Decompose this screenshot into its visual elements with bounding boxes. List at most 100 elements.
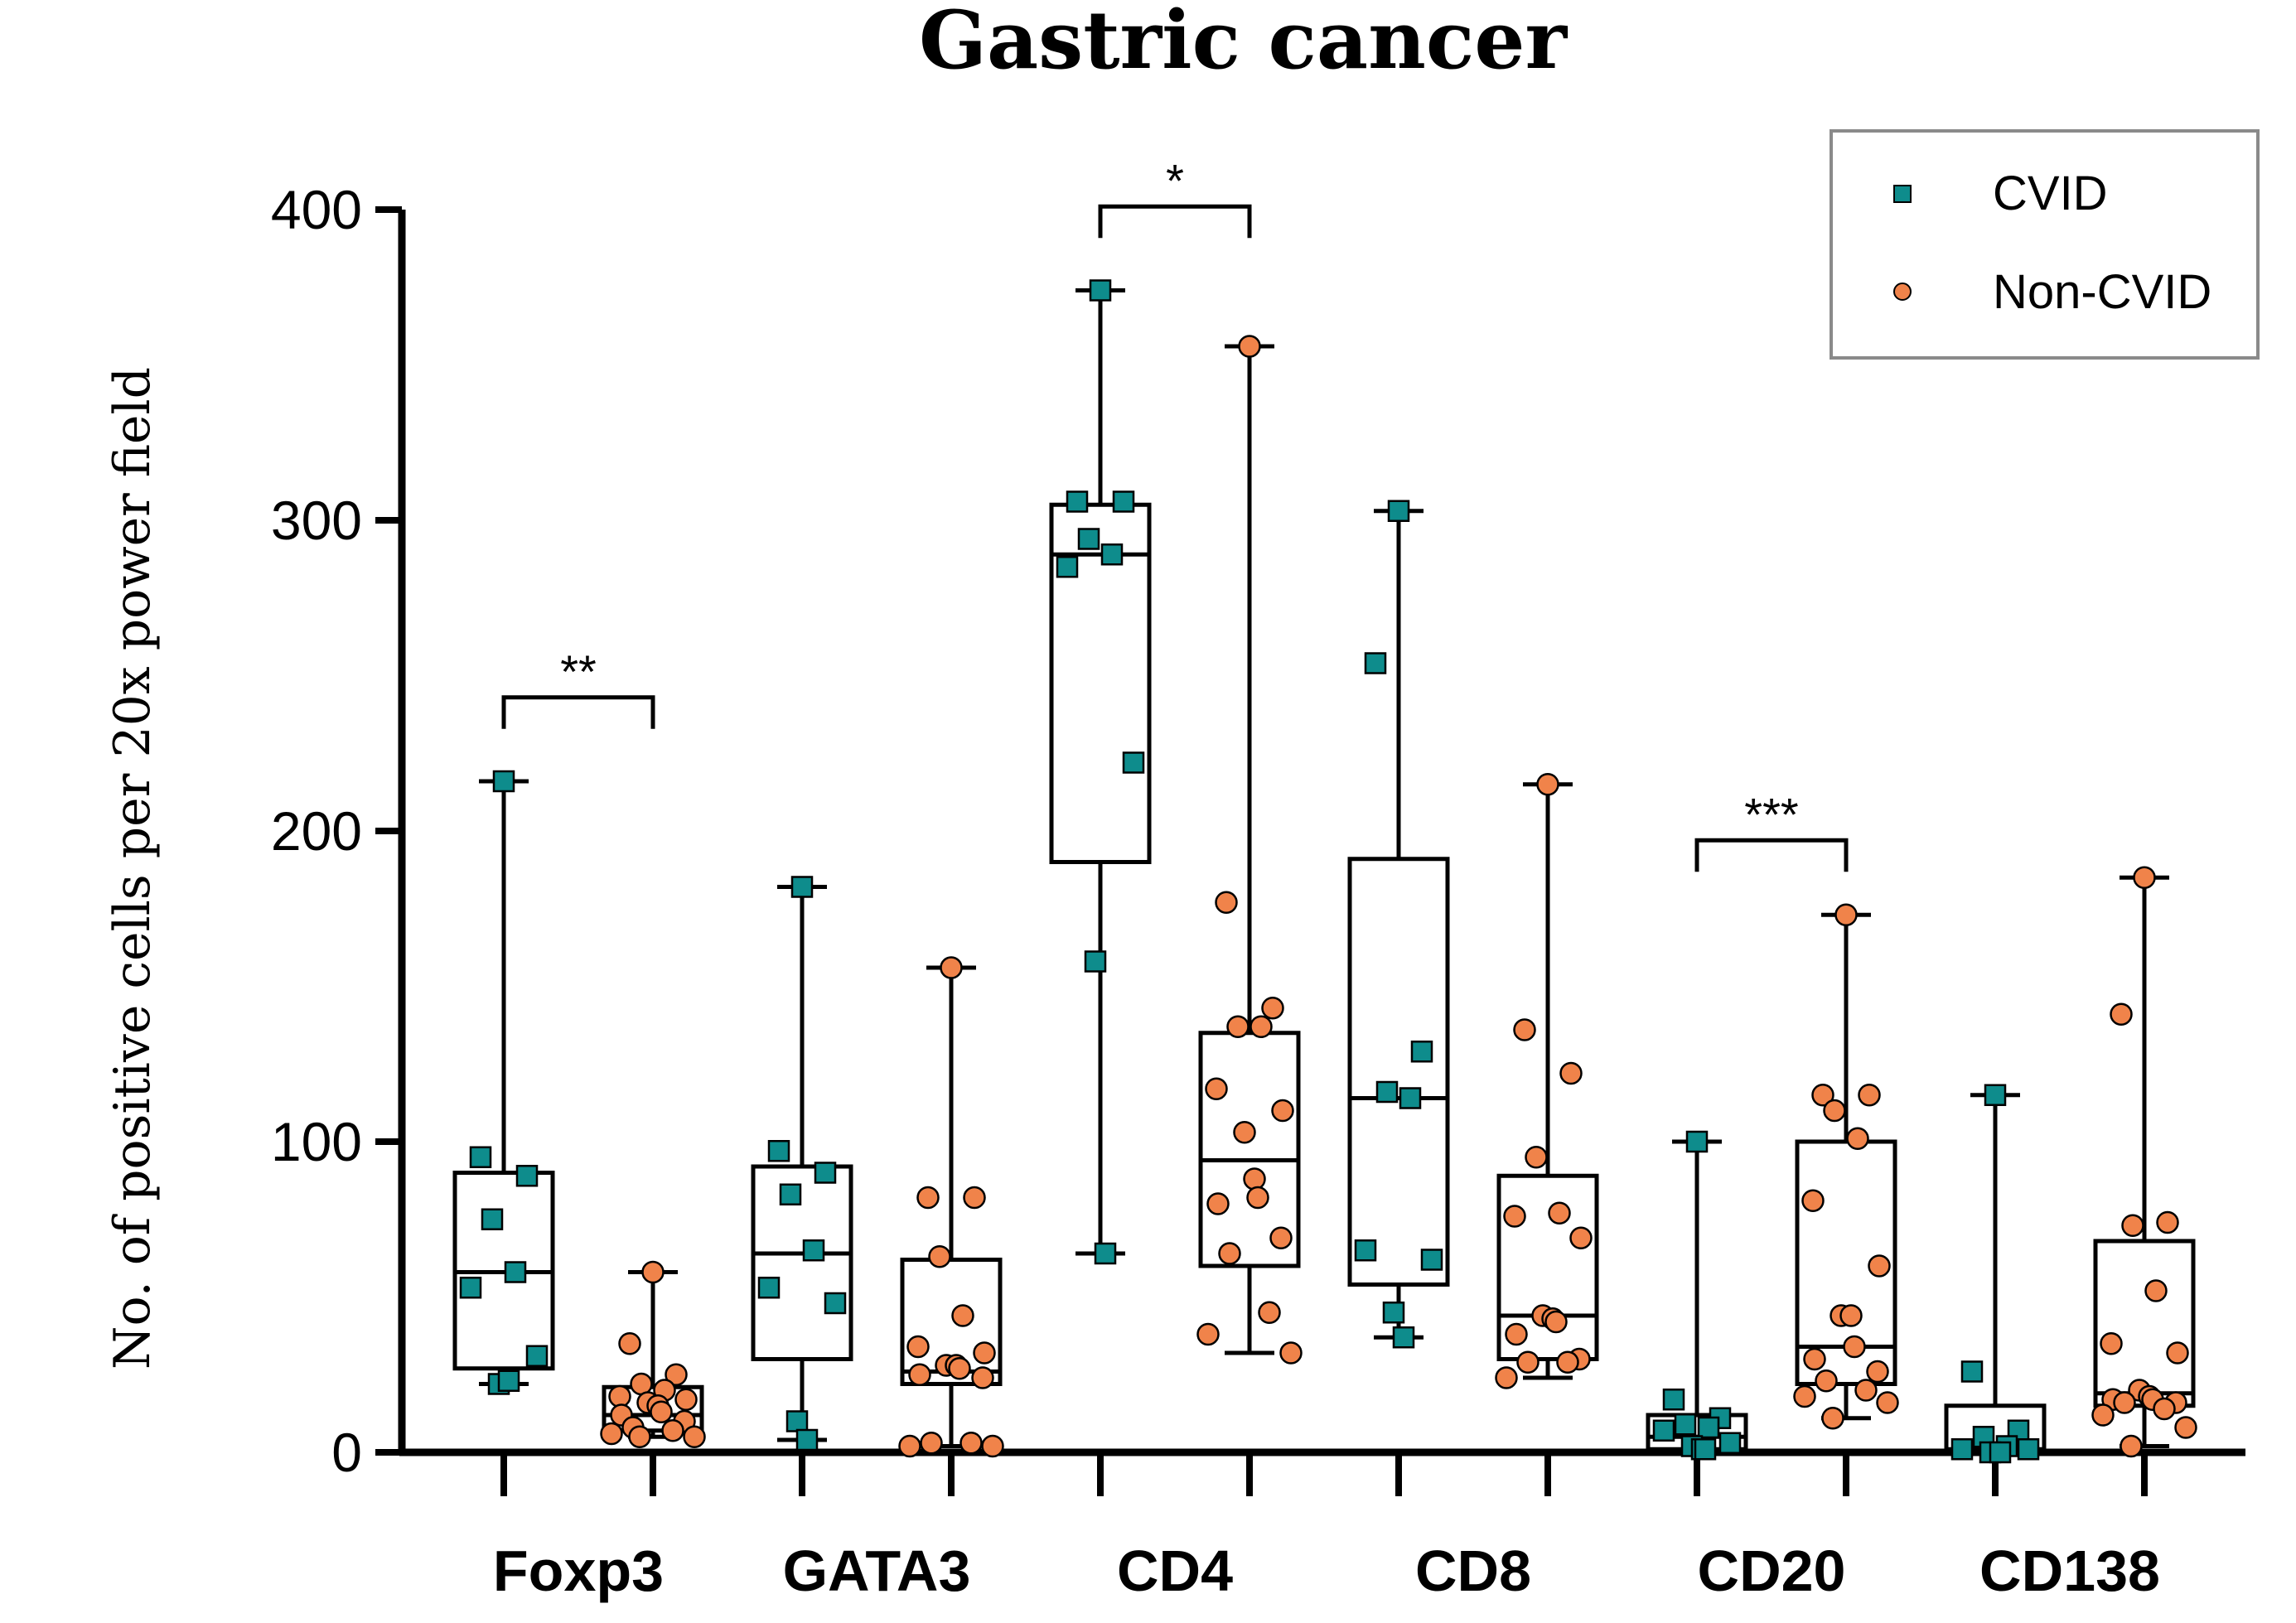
non-cvid-data-point bbox=[2121, 1214, 2144, 1237]
box-iqr bbox=[751, 1164, 853, 1361]
cvid-data-point bbox=[469, 1146, 492, 1168]
cvid-data-point bbox=[1354, 1239, 1377, 1262]
non-cvid-data-point bbox=[1279, 1341, 1303, 1365]
non-cvid-data-point bbox=[2153, 1397, 2176, 1421]
non-cvid-data-point bbox=[1250, 1015, 1273, 1038]
non-cvid-data-point bbox=[916, 1186, 940, 1210]
axes: 0 100 200 300 400 Foxp3 GATA3 CD4 CD8 CD20 CD138 bbox=[271, 179, 2245, 1603]
non-cvid-data-point bbox=[2110, 1002, 2133, 1026]
non-cvid-data-point bbox=[1823, 1099, 1846, 1123]
cvid-data-point bbox=[1112, 490, 1135, 513]
non-cvid-data-point bbox=[1525, 1146, 1548, 1169]
cvid-data-point bbox=[1685, 1130, 1709, 1153]
box-cvid-foxp3 bbox=[452, 779, 555, 1386]
non-cvid-data-point bbox=[628, 1425, 651, 1448]
non-cvid-data-point bbox=[1495, 1366, 1518, 1389]
cvid-data-point bbox=[1718, 1432, 1742, 1454]
cvid-data-point bbox=[1364, 652, 1387, 674]
significance-label: ** bbox=[560, 645, 597, 698]
cvid-data-point bbox=[1066, 490, 1089, 513]
non-cvid-data-point bbox=[2156, 1210, 2179, 1234]
cvid-data-point bbox=[1652, 1419, 1675, 1442]
cvid-data-point bbox=[1122, 751, 1145, 774]
cvid-data-point bbox=[1950, 1438, 1974, 1461]
non-cvid-data-point bbox=[1868, 1254, 1891, 1278]
x-tick-label: CD4 bbox=[1117, 1538, 1233, 1603]
non-cvid-data-point bbox=[1548, 1201, 1571, 1224]
x-tick-label: CD8 bbox=[1415, 1538, 1531, 1603]
y-tick-label: 400 bbox=[271, 179, 362, 240]
cvid-data-point bbox=[525, 1345, 549, 1367]
cvid-data-point bbox=[459, 1277, 482, 1299]
non-cvid-data-point bbox=[971, 1366, 994, 1389]
non-cvid-data-point bbox=[1215, 891, 1238, 914]
non-cvid-data-point bbox=[665, 1363, 688, 1386]
non-cvid-data-point bbox=[906, 1335, 930, 1359]
box-cvid-cd138 bbox=[1944, 1093, 2047, 1455]
non-cvid-data-point bbox=[1803, 1347, 1826, 1371]
non-cvid-data-point bbox=[1876, 1391, 1899, 1414]
y-tick-label: 200 bbox=[271, 800, 362, 862]
non-cvid-data-point bbox=[1569, 1226, 1593, 1249]
cvid-data-point bbox=[757, 1277, 781, 1299]
points-layer bbox=[459, 279, 2197, 1464]
significance-bracket bbox=[1098, 204, 1252, 239]
legend: CVID Non-CVID bbox=[1830, 129, 2260, 360]
non-cvid-data-point bbox=[940, 956, 963, 979]
legend-non-cvid-marker bbox=[1893, 283, 1912, 301]
non-cvid-data-point bbox=[650, 1400, 673, 1423]
non-cvid-data-point bbox=[981, 1434, 1004, 1458]
non-cvid-data-point bbox=[1516, 1350, 1540, 1374]
non-cvid-data-point bbox=[2133, 866, 2156, 889]
cvid-data-point bbox=[1089, 279, 1112, 302]
non-cvid-data-point bbox=[898, 1434, 921, 1458]
y-axis-label: No. of positive cells per 20x power fiel… bbox=[104, 367, 162, 1369]
non-cvid-data-point bbox=[1559, 1061, 1583, 1085]
x-tick-label: CD20 bbox=[1698, 1538, 1846, 1603]
cvid-data-point bbox=[1056, 556, 1079, 578]
cvid-data-point bbox=[1094, 1242, 1117, 1265]
non-cvid-data-point bbox=[2144, 1279, 2168, 1302]
cvid-data-point bbox=[1077, 528, 1100, 550]
non-cvid-data-point bbox=[1801, 1189, 1825, 1212]
legend-frame bbox=[1830, 129, 2260, 360]
cvid-data-point bbox=[1989, 1441, 2012, 1464]
significance-bracket bbox=[501, 695, 655, 729]
non-cvid-data-point bbox=[1246, 1186, 1269, 1210]
non-cvid-data-point bbox=[973, 1341, 996, 1365]
y-tick-label: 300 bbox=[271, 490, 362, 551]
cvid-data-point bbox=[1387, 500, 1410, 522]
cvid-data-point bbox=[1960, 1360, 1984, 1383]
non-cvid-data-point bbox=[1846, 1127, 1869, 1150]
cvid-data-point bbox=[497, 1369, 520, 1392]
cvid-data-point bbox=[1674, 1413, 1697, 1436]
cvid-data-point bbox=[795, 1428, 819, 1452]
x-tick-label: GATA3 bbox=[783, 1538, 971, 1603]
non-cvid-data-point bbox=[1556, 1350, 1579, 1374]
cvid-data-point bbox=[1697, 1416, 1720, 1439]
cvid-data-point bbox=[1694, 1438, 1717, 1461]
non-cvid-data-point bbox=[1821, 1407, 1844, 1430]
non-cvid-data-point bbox=[1811, 1084, 1834, 1107]
cvid-data-point bbox=[2017, 1438, 2040, 1461]
cvid-data-point bbox=[814, 1162, 837, 1184]
boxes-layer bbox=[452, 288, 2196, 1455]
non-cvid-data-point bbox=[1226, 1015, 1250, 1038]
non-cvid-data-point bbox=[674, 1388, 698, 1411]
non-cvid-data-point bbox=[1858, 1084, 1881, 1107]
non-cvid-data-point bbox=[2113, 1391, 2136, 1414]
significance-bracket bbox=[1694, 838, 1849, 872]
non-cvid-data-point bbox=[1205, 1077, 1228, 1100]
cvid-data-point bbox=[824, 1292, 847, 1315]
non-cvid-data-point bbox=[1269, 1226, 1293, 1249]
non-cvid-data-point bbox=[608, 1384, 631, 1408]
cvid-data-point bbox=[1100, 543, 1124, 566]
non-cvid-data-point bbox=[1196, 1322, 1220, 1346]
non-cvid-data-point bbox=[1238, 335, 1261, 358]
non-cvid-data-point bbox=[1243, 1167, 1266, 1191]
non-cvid-data-point bbox=[1258, 1301, 1281, 1324]
cvid-data-point bbox=[492, 770, 515, 793]
non-cvid-data-point bbox=[618, 1332, 641, 1355]
box-iqr bbox=[1347, 857, 1450, 1287]
non-cvid-data-point bbox=[1544, 1310, 1568, 1334]
